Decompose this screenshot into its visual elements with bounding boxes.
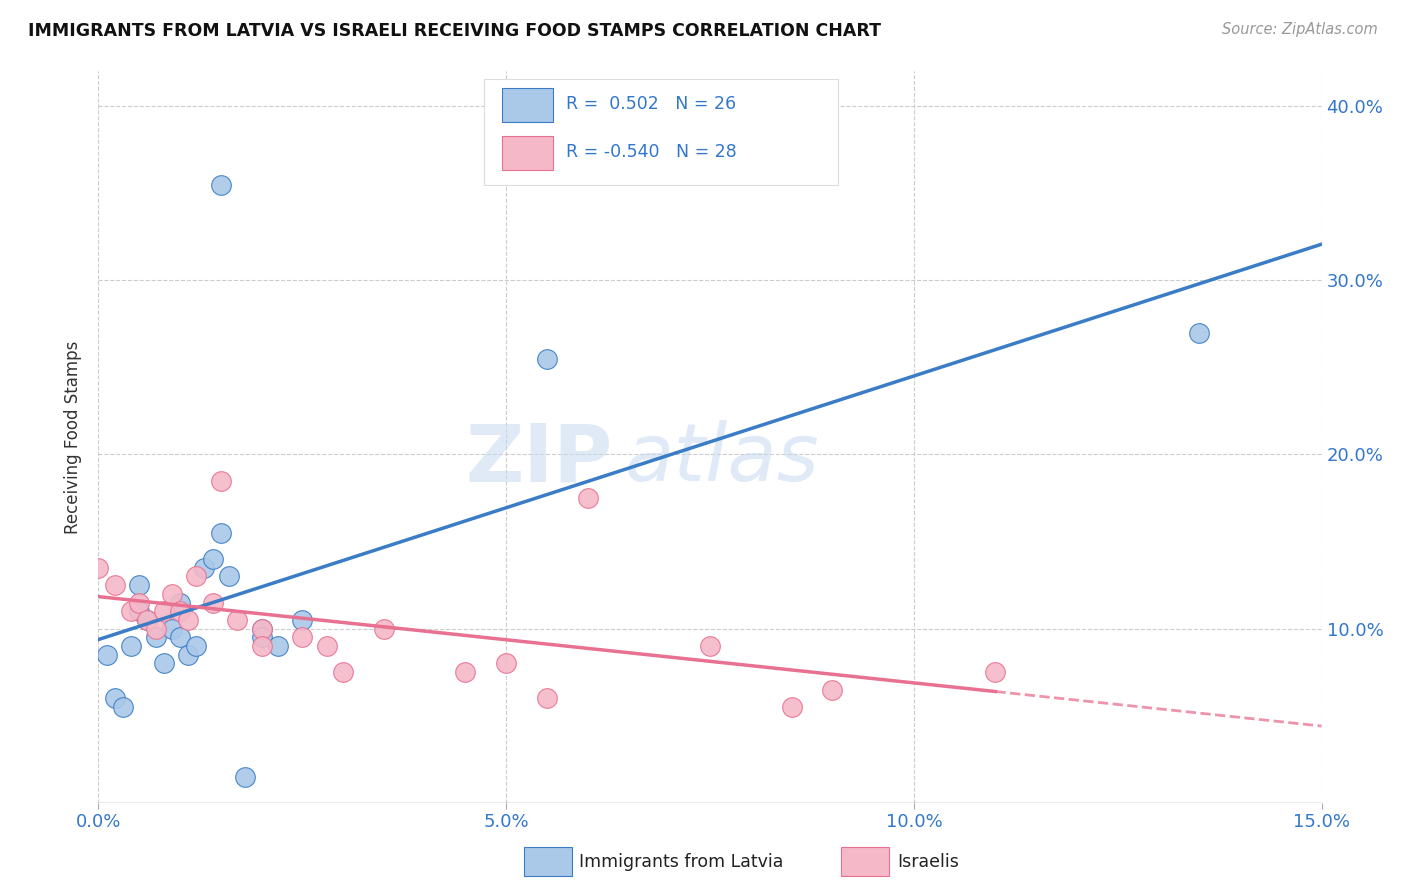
Point bbox=[145, 622, 167, 636]
Point bbox=[177, 613, 200, 627]
FancyBboxPatch shape bbox=[502, 136, 554, 170]
Point bbox=[250, 622, 273, 636]
Point bbox=[576, 491, 599, 505]
Point bbox=[111, 700, 134, 714]
Point bbox=[291, 631, 314, 645]
Point bbox=[145, 631, 167, 645]
Point bbox=[96, 648, 118, 662]
Point bbox=[495, 657, 517, 671]
Point bbox=[218, 569, 240, 583]
Point bbox=[209, 525, 232, 540]
Text: R = -0.540   N = 28: R = -0.540 N = 28 bbox=[565, 143, 737, 161]
Point bbox=[250, 622, 273, 636]
FancyBboxPatch shape bbox=[484, 78, 838, 185]
Point bbox=[291, 613, 314, 627]
Point bbox=[209, 178, 232, 192]
Y-axis label: Receiving Food Stamps: Receiving Food Stamps bbox=[65, 341, 83, 533]
Point bbox=[454, 665, 477, 680]
Point bbox=[780, 700, 803, 714]
Point bbox=[177, 648, 200, 662]
Point bbox=[1188, 326, 1211, 340]
Point bbox=[315, 639, 337, 653]
Point bbox=[267, 639, 290, 653]
Point bbox=[536, 351, 558, 366]
Point bbox=[169, 595, 191, 609]
Point bbox=[136, 613, 159, 627]
Point bbox=[104, 691, 127, 706]
Text: ZIP: ZIP bbox=[465, 420, 612, 498]
Point bbox=[152, 657, 174, 671]
Point bbox=[169, 604, 191, 618]
Text: atlas: atlas bbox=[624, 420, 820, 498]
Point bbox=[201, 595, 224, 609]
Point bbox=[186, 569, 208, 583]
Text: Immigrants from Latvia: Immigrants from Latvia bbox=[579, 853, 783, 871]
Point bbox=[128, 595, 150, 609]
Point bbox=[821, 682, 844, 697]
Point bbox=[160, 622, 183, 636]
Point bbox=[87, 560, 110, 574]
Point bbox=[186, 639, 208, 653]
FancyBboxPatch shape bbox=[502, 88, 554, 122]
Point bbox=[250, 631, 273, 645]
Point bbox=[152, 604, 174, 618]
Point bbox=[128, 604, 150, 618]
Point bbox=[120, 639, 142, 653]
Point bbox=[226, 613, 249, 627]
Point bbox=[120, 604, 142, 618]
Point bbox=[373, 622, 395, 636]
Point bbox=[536, 691, 558, 706]
Text: IMMIGRANTS FROM LATVIA VS ISRAELI RECEIVING FOOD STAMPS CORRELATION CHART: IMMIGRANTS FROM LATVIA VS ISRAELI RECEIV… bbox=[28, 22, 882, 40]
Text: R =  0.502   N = 26: R = 0.502 N = 26 bbox=[565, 95, 735, 113]
Point bbox=[136, 613, 159, 627]
Point bbox=[193, 560, 215, 574]
Point bbox=[699, 639, 721, 653]
Text: Israelis: Israelis bbox=[897, 853, 959, 871]
Point bbox=[169, 631, 191, 645]
Text: Source: ZipAtlas.com: Source: ZipAtlas.com bbox=[1222, 22, 1378, 37]
Point bbox=[104, 578, 127, 592]
Point bbox=[233, 770, 256, 784]
Point bbox=[160, 587, 183, 601]
Point bbox=[209, 474, 232, 488]
Point bbox=[128, 578, 150, 592]
Point bbox=[201, 552, 224, 566]
Point bbox=[250, 639, 273, 653]
Point bbox=[332, 665, 354, 680]
Point bbox=[984, 665, 1007, 680]
